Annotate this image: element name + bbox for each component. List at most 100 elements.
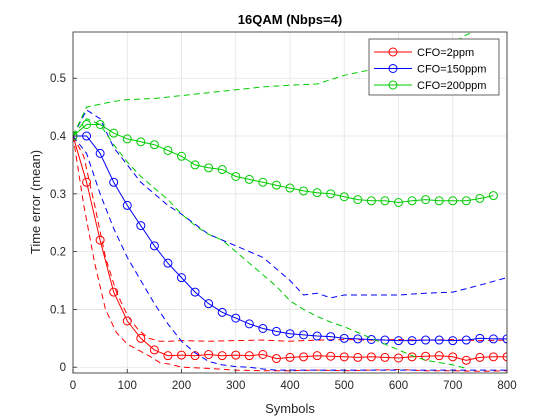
data-point-cfo-200ppm [421,195,431,205]
x-tick-label: 300 [226,380,245,392]
data-point-cfo-200ppm [136,137,146,147]
x-tick-label: 100 [118,380,137,392]
data-point-cfo-2ppm [434,351,444,361]
data-point-cfo-150ppm [122,200,132,210]
data-point-cfo-200ppm [149,140,159,150]
data-point-cfo-2ppm [339,352,349,362]
series-line-cfo-150ppm-lower [73,135,507,371]
y-tick-label: 0.5 [50,73,66,85]
data-point-cfo-150ppm [204,299,214,309]
y-tick-label: 0.4 [50,131,67,143]
data-point-cfo-2ppm [190,351,200,361]
data-point-cfo-150ppm [394,336,403,346]
data-point-cfo-2ppm [488,352,498,362]
data-point-cfo-2ppm [353,352,363,362]
data-point-cfo-200ppm [109,128,119,138]
data-point-cfo-150ppm [326,332,336,342]
legend: CFO=2ppm CFO=150ppm CFO=200ppm [368,38,500,96]
data-point-cfo-2ppm [380,352,390,362]
y-tick-label: 0.3 [50,189,66,201]
y-tick-label: 0.2 [50,247,66,259]
data-point-cfo-150ppm [488,334,498,344]
data-point-cfo-150ppm [231,313,241,323]
data-point-cfo-200ppm [461,196,471,206]
series-lines [73,32,507,372]
data-point-cfo-2ppm [394,353,403,363]
data-point-cfo-150ppm [271,326,281,336]
data-point-cfo-200ppm [204,163,214,173]
data-point-cfo-2ppm [421,351,431,361]
data-point-cfo-150ppm [82,131,92,141]
data-point-cfo-2ppm [448,352,458,362]
data-point-cfo-200ppm [231,171,241,181]
data-point-cfo-2ppm [136,333,146,343]
legend-label-cfo-2ppm: CFO=2ppm [417,47,474,59]
data-point-cfo-2ppm [461,355,471,365]
data-point-cfo-150ppm [95,148,105,158]
data-point-cfo-150ppm [448,336,458,346]
tick-labels: 0 100 200 300 400 500 600 700 800 0 0.1 0.2 0.3 0.4 0.… [50,73,517,392]
chart-title: 16QAM (Nbps=4) [238,12,342,27]
data-point-cfo-200ppm [434,196,444,206]
data-point-cfo-200ppm [353,195,363,205]
data-point-cfo-2ppm [366,352,376,362]
data-point-cfo-150ppm [475,333,485,343]
data-point-cfo-2ppm [82,177,92,187]
x-axis-label: Symbols [265,401,315,416]
data-point-cfo-150ppm [285,329,295,339]
data-point-cfo-150ppm [353,334,363,344]
data-point-cfo-200ppm [285,183,295,193]
data-point-cfo-200ppm [258,177,268,187]
legend-marker-cfo-150ppm [388,64,398,73]
data-point-cfo-200ppm [380,196,390,206]
data-point-cfo-150ppm [407,336,417,346]
y-axis-label: Time error (mean) [28,150,43,254]
data-point-cfo-2ppm [312,351,322,361]
data-point-cfo-200ppm [407,196,417,206]
data-point-cfo-2ppm [326,351,336,361]
data-point-cfo-200ppm [448,196,458,206]
data-point-cfo-150ppm [109,177,119,187]
data-point-cfo-2ppm [502,352,507,362]
data-point-cfo-2ppm [475,352,485,362]
data-point-cfo-150ppm [217,307,227,317]
data-point-cfo-150ppm [502,334,507,344]
x-tick-label: 800 [497,380,516,392]
data-point-cfo-200ppm [488,191,498,201]
data-point-cfo-150ppm [339,333,349,343]
data-point-cfo-200ppm [366,196,376,206]
y-tick-label: 0 [60,362,66,374]
data-point-cfo-150ppm [244,319,254,329]
data-point-cfo-150ppm [190,287,200,297]
legend-label-cfo-200ppm: CFO=200ppm [417,80,486,92]
data-point-cfo-2ppm [244,351,254,361]
data-point-cfo-2ppm [95,235,105,245]
data-point-cfo-200ppm [244,174,254,184]
data-point-cfo-150ppm [177,273,186,283]
x-tick-label: 400 [280,380,299,392]
data-point-cfo-2ppm [177,350,186,360]
data-point-cfo-150ppm [149,241,159,251]
data-point-cfo-150ppm [461,335,471,345]
series-line-cfo-2ppm [73,135,507,361]
data-point-cfo-200ppm [177,151,186,161]
data-point-cfo-200ppm [312,188,322,198]
series-line-cfo-2ppm-upper [73,135,507,342]
data-point-cfo-150ppm [136,221,146,231]
data-point-cfo-150ppm [258,323,268,333]
y-tick-label: 0.1 [50,304,66,316]
data-point-cfo-150ppm [434,335,444,345]
data-point-cfo-200ppm [475,193,485,203]
data-point-cfo-150ppm [312,331,322,341]
legend-marker-cfo-2ppm [388,47,398,57]
data-point-cfo-150ppm [163,258,173,268]
data-point-cfo-2ppm [271,354,281,364]
x-tick-label: 200 [172,380,191,392]
legend-marker-cfo-200ppm [388,80,398,90]
data-point-cfo-200ppm [394,198,403,207]
data-point-cfo-2ppm [217,351,227,361]
data-point-cfo-2ppm [258,350,268,360]
data-point-cfo-2ppm [285,352,295,362]
